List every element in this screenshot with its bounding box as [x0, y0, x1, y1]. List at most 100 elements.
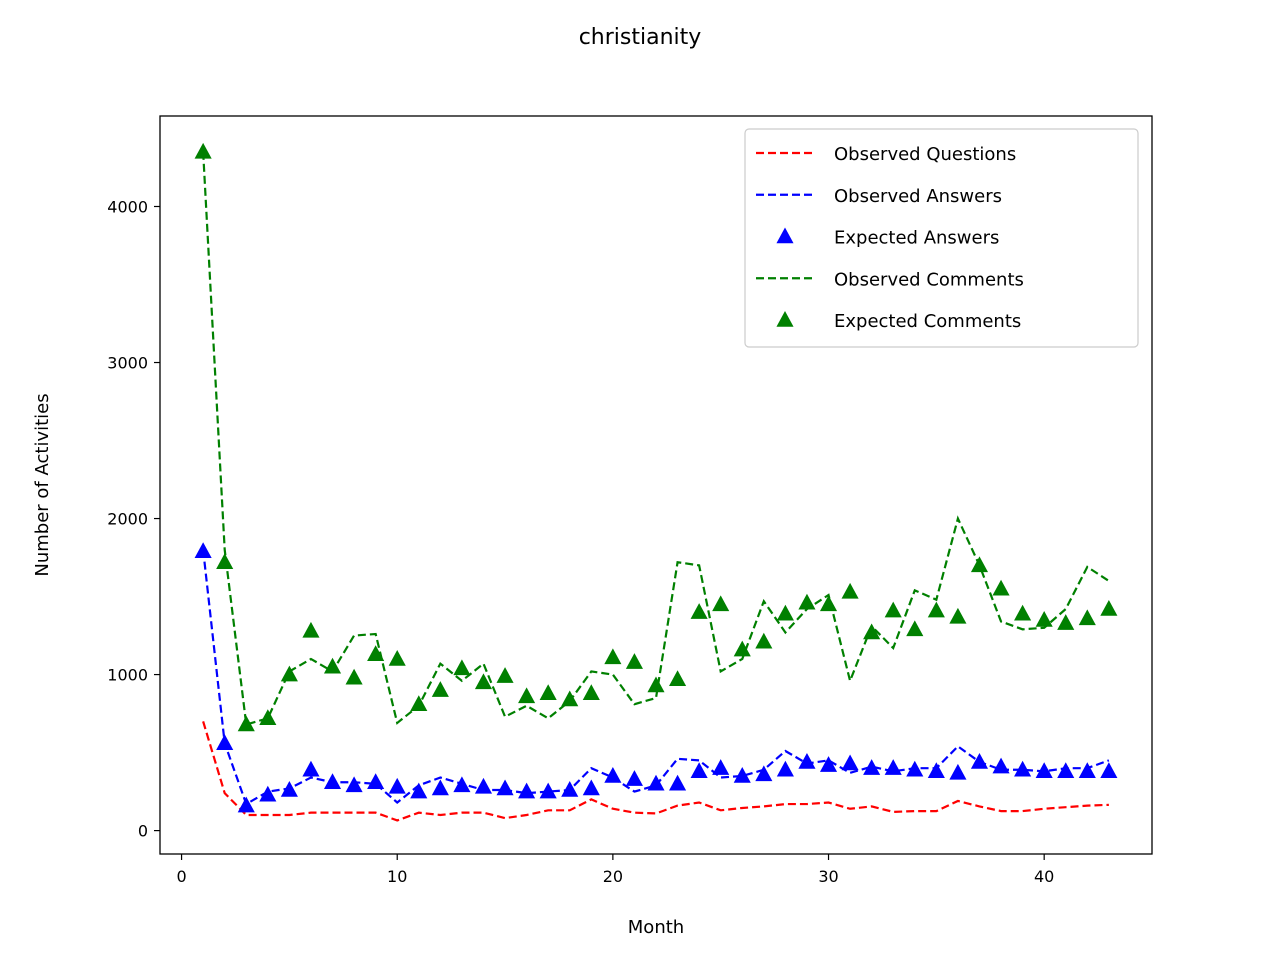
data-point	[280, 781, 298, 797]
data-point	[410, 695, 428, 711]
data-point	[561, 781, 579, 797]
data-point	[1035, 762, 1053, 779]
data-point	[216, 734, 234, 750]
data-point	[237, 715, 255, 732]
axis-ticks: 0 10 20 30 40 0 1000 2000 3000 4000	[107, 197, 1054, 886]
chart-title: christianity	[579, 25, 702, 50]
series-line	[202, 151, 1110, 726]
data-point	[431, 779, 449, 796]
series-expected-answers	[194, 542, 1118, 813]
legend-item: Expected Answers	[776, 227, 999, 249]
data-point	[496, 779, 514, 796]
data-point	[302, 760, 320, 777]
data-point	[819, 595, 838, 612]
data-point	[194, 142, 212, 159]
data-point	[712, 595, 730, 612]
x-tick-label: 0	[176, 867, 186, 886]
data-point	[906, 760, 924, 777]
data-point	[431, 681, 449, 697]
legend-item: Expected Comments	[776, 311, 1021, 332]
data-point	[367, 645, 385, 662]
data-point	[302, 621, 320, 638]
data-point	[1057, 614, 1075, 630]
plot-frame	[159, 115, 1153, 855]
data-point	[604, 648, 622, 665]
data-point	[323, 657, 342, 674]
series-line	[202, 721, 1109, 822]
data-point	[237, 796, 255, 813]
data-point	[884, 601, 902, 618]
data-point	[410, 782, 428, 799]
data-point	[582, 779, 600, 796]
data-point	[496, 667, 514, 683]
data-point	[625, 770, 643, 786]
data-point	[1100, 600, 1118, 616]
data-point	[863, 759, 881, 775]
data-point	[259, 785, 277, 802]
legend: Observed Questions Observed Answers Expect…	[744, 128, 1139, 348]
data-point	[259, 709, 277, 726]
data-point	[367, 773, 385, 789]
x-tick-label: 30	[818, 867, 838, 886]
data-point	[1078, 762, 1096, 779]
data-point	[776, 760, 794, 777]
data-point	[776, 604, 794, 621]
data-point	[798, 752, 816, 769]
legend-label: Observed Answers	[834, 186, 1002, 207]
data-point	[561, 690, 579, 707]
data-point	[1078, 609, 1096, 626]
data-point	[647, 774, 665, 791]
data-point	[388, 649, 406, 666]
data-point	[690, 762, 708, 779]
data-point	[970, 752, 989, 769]
x-tick-label: 40	[1034, 867, 1054, 886]
data-point	[345, 668, 363, 685]
data-point	[949, 607, 967, 624]
data-point	[1014, 604, 1032, 621]
y-tick-label: 0	[138, 822, 148, 841]
legend-label: Observed Comments	[834, 269, 1024, 290]
data-point	[927, 762, 945, 779]
legend-item: Observed Questions	[756, 144, 1016, 165]
legend-item: Observed Answers	[756, 186, 1002, 207]
data-point	[992, 579, 1010, 596]
data-point	[625, 653, 643, 669]
data-point	[841, 754, 859, 771]
data-point	[798, 593, 816, 610]
data-point	[539, 782, 557, 799]
data-point	[474, 777, 493, 794]
x-tick-label: 10	[387, 867, 407, 886]
y-tick-label: 3000	[107, 354, 148, 373]
data-point	[453, 776, 471, 793]
data-point	[474, 673, 493, 690]
data-point	[992, 757, 1010, 774]
legend-box	[744, 128, 1139, 348]
y-tick-label: 2000	[107, 510, 148, 529]
data-point	[884, 759, 902, 775]
data-point	[518, 687, 536, 704]
x-tick-label: 20	[603, 867, 623, 886]
series-expected-comments	[194, 142, 1118, 732]
data-point	[388, 777, 406, 794]
data-point	[453, 659, 471, 676]
data-point	[216, 553, 234, 569]
data-point	[280, 665, 298, 682]
data-point	[345, 776, 363, 793]
data-point	[518, 782, 536, 799]
data-point	[1100, 762, 1118, 779]
plot-area	[194, 142, 1118, 822]
legend-label: Expected Comments	[834, 311, 1021, 332]
data-point	[539, 684, 557, 701]
data-point	[604, 766, 622, 783]
x-axis-label: Month	[628, 917, 684, 938]
data-point	[690, 603, 708, 619]
data-point	[194, 542, 212, 559]
legend-item: Observed Comments	[756, 269, 1024, 290]
y-tick-label: 1000	[107, 666, 148, 685]
data-point	[970, 556, 989, 573]
data-point	[582, 684, 600, 701]
data-point	[1057, 762, 1075, 779]
data-point	[1014, 760, 1032, 777]
y-tick-label: 4000	[107, 197, 148, 216]
